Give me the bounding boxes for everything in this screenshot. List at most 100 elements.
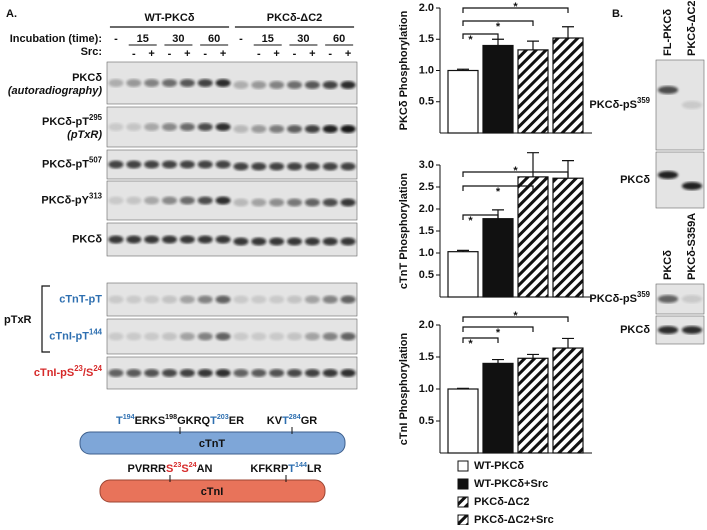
band bbox=[269, 81, 285, 89]
y-tick-label: 0.5 bbox=[419, 269, 434, 281]
band bbox=[287, 295, 302, 304]
band bbox=[681, 101, 703, 109]
band bbox=[126, 369, 142, 377]
band bbox=[144, 369, 160, 377]
y-tick-label: 0.5 bbox=[419, 415, 434, 427]
src-value: - bbox=[328, 48, 332, 60]
time-label: 60 bbox=[333, 33, 345, 45]
band bbox=[304, 237, 320, 246]
band bbox=[340, 198, 356, 207]
group-label: PKCδ-ΔC2 bbox=[267, 12, 323, 24]
superscript: 144 bbox=[295, 461, 307, 469]
row-label: PKCδ-pS359​ bbox=[589, 290, 650, 305]
text-part: GKRQ bbox=[177, 415, 210, 427]
text-part: S bbox=[181, 463, 188, 475]
band bbox=[681, 326, 703, 334]
band bbox=[197, 235, 213, 244]
band bbox=[304, 125, 320, 133]
band bbox=[197, 79, 213, 87]
row-label: PKCδ-pT507​ bbox=[42, 155, 102, 170]
band bbox=[144, 295, 160, 304]
bar bbox=[552, 347, 584, 454]
y-tick-label: 0.5 bbox=[419, 96, 434, 108]
error-bar bbox=[527, 353, 539, 359]
band bbox=[215, 332, 231, 341]
band bbox=[144, 160, 160, 169]
y-tick-label: 1.0 bbox=[419, 383, 434, 395]
band bbox=[126, 196, 142, 205]
bar bbox=[482, 44, 514, 134]
band bbox=[251, 332, 267, 341]
ptxr-label: pTxR bbox=[4, 314, 32, 326]
column-label: PKCδ bbox=[662, 250, 674, 280]
band bbox=[322, 198, 338, 207]
significance-bracket bbox=[462, 171, 569, 177]
y-axis-label: cTnI Phosphorylation bbox=[398, 332, 410, 445]
text-part: ERKS bbox=[135, 415, 166, 427]
band bbox=[108, 79, 124, 87]
band bbox=[162, 295, 177, 304]
src-value: + bbox=[148, 48, 154, 60]
band bbox=[287, 162, 302, 171]
superscript: 284 bbox=[289, 413, 301, 421]
text-part: PKCδ-pY bbox=[41, 194, 89, 206]
significance-bracket bbox=[462, 33, 499, 39]
src-value: - bbox=[132, 48, 136, 60]
text-part: PKCδ-pT bbox=[42, 116, 89, 128]
text-part: cTnT-pT bbox=[59, 293, 102, 305]
ctni-bar bbox=[99, 479, 326, 503]
superscript: 24 bbox=[93, 364, 102, 373]
band bbox=[126, 332, 142, 341]
legend-swatch bbox=[457, 460, 469, 472]
band bbox=[251, 162, 267, 171]
band bbox=[126, 79, 142, 87]
significance-bracket bbox=[462, 326, 534, 332]
band bbox=[108, 123, 124, 131]
text-part: T bbox=[282, 415, 289, 427]
band bbox=[179, 196, 195, 205]
band bbox=[215, 235, 231, 244]
band bbox=[304, 332, 320, 341]
row-label: PKCδ bbox=[620, 324, 650, 336]
band bbox=[233, 369, 249, 377]
band bbox=[233, 332, 249, 341]
y-tick-label: 2.0 bbox=[419, 2, 434, 14]
band bbox=[322, 332, 338, 341]
band bbox=[269, 237, 285, 246]
superscript: 23 bbox=[74, 364, 83, 373]
error-bar bbox=[492, 38, 504, 46]
time-label: 15 bbox=[262, 33, 274, 45]
band bbox=[197, 123, 213, 131]
band bbox=[657, 86, 679, 94]
band bbox=[681, 182, 703, 190]
superscript: 359 bbox=[637, 290, 651, 299]
band bbox=[108, 369, 124, 377]
band bbox=[233, 81, 249, 89]
text-part: GR bbox=[301, 415, 318, 427]
time-label: 15 bbox=[137, 33, 149, 45]
row-label: PKCδ bbox=[72, 233, 102, 245]
band bbox=[657, 295, 679, 303]
band bbox=[233, 125, 249, 133]
band bbox=[144, 123, 160, 131]
text-part: PKCδ-pT bbox=[42, 158, 89, 170]
error-bar bbox=[562, 26, 574, 38]
ctnt-bar bbox=[79, 431, 346, 455]
ctnt-name: cTnT bbox=[199, 438, 226, 450]
band bbox=[304, 369, 320, 377]
band bbox=[681, 295, 703, 303]
superscript: 198 bbox=[165, 413, 177, 421]
src-value: + bbox=[220, 48, 226, 60]
y-tick-label: 1.5 bbox=[419, 225, 434, 237]
row-label: PKCδ-pS359​ bbox=[589, 96, 650, 111]
band bbox=[322, 81, 338, 89]
src-value: - bbox=[293, 48, 297, 60]
band bbox=[179, 332, 195, 341]
band bbox=[144, 79, 160, 87]
error-bar bbox=[562, 337, 574, 349]
band bbox=[657, 171, 679, 179]
y-tick-label: 1.0 bbox=[419, 64, 434, 76]
superscript: 295 bbox=[89, 113, 103, 122]
significance-mark: * bbox=[513, 310, 518, 322]
text-part: PKCδ bbox=[72, 72, 102, 84]
